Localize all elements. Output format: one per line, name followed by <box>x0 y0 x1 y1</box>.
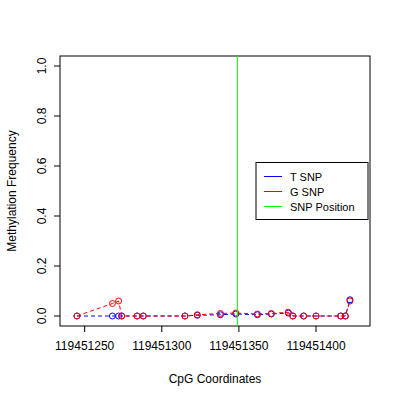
series-line <box>77 301 350 316</box>
x-tick <box>84 326 85 332</box>
y-tick <box>54 166 60 167</box>
point <box>134 313 140 319</box>
point <box>347 298 353 304</box>
legend-box <box>256 163 368 220</box>
y-axis-label: Methylation Frequency <box>5 130 19 251</box>
y-tick-label: 1.0 <box>35 57 49 74</box>
point <box>109 313 115 319</box>
point <box>342 313 348 319</box>
point <box>290 313 296 319</box>
legend-label: G SNP <box>290 186 324 198</box>
legend-swatch <box>264 206 282 207</box>
point <box>313 313 319 319</box>
x-tick-label: 119451400 <box>286 339 346 353</box>
y-tick <box>54 216 60 217</box>
point <box>268 311 274 317</box>
y-tick-label: 0.4 <box>35 207 49 224</box>
point <box>217 311 223 317</box>
point <box>119 313 125 319</box>
x-tick <box>316 326 317 332</box>
point <box>254 311 260 317</box>
x-axis-label: CpG Coordinates <box>169 372 262 386</box>
legend-swatch <box>264 191 282 192</box>
chart: 119451250 119451300 119451350 119451400 0.0 0… <box>0 0 400 400</box>
point <box>116 298 122 304</box>
point <box>109 301 115 307</box>
legend-label: T SNP <box>290 171 322 183</box>
y-tick <box>54 116 60 117</box>
x-tick-label: 119451250 <box>55 339 115 353</box>
point <box>74 313 80 319</box>
x-tick-label: 119451350 <box>209 339 269 353</box>
plot-marks <box>74 56 353 326</box>
y-tick <box>54 316 60 317</box>
plot-frame <box>60 56 370 326</box>
legend: T SNP G SNP SNP Position <box>256 163 368 220</box>
point <box>233 310 239 316</box>
y-tick <box>54 266 60 267</box>
point <box>233 311 239 317</box>
y-tick-label: 0.2 <box>35 257 49 274</box>
y-tick <box>54 66 60 67</box>
point <box>194 312 200 318</box>
y-tick-label: 0.6 <box>35 157 49 174</box>
y-tick-label: 0.0 <box>35 307 49 324</box>
point <box>301 313 307 319</box>
point <box>182 313 188 319</box>
y-tick-label: 0.8 <box>35 107 49 124</box>
point <box>268 311 274 317</box>
legend-label: SNP Position <box>290 201 355 213</box>
x-tick <box>161 326 162 332</box>
legend-swatch <box>264 176 282 177</box>
point <box>140 313 146 319</box>
point <box>254 312 260 318</box>
snp-line <box>237 56 238 326</box>
x-tick <box>238 326 239 332</box>
x-tick-label: 119451300 <box>132 339 192 353</box>
